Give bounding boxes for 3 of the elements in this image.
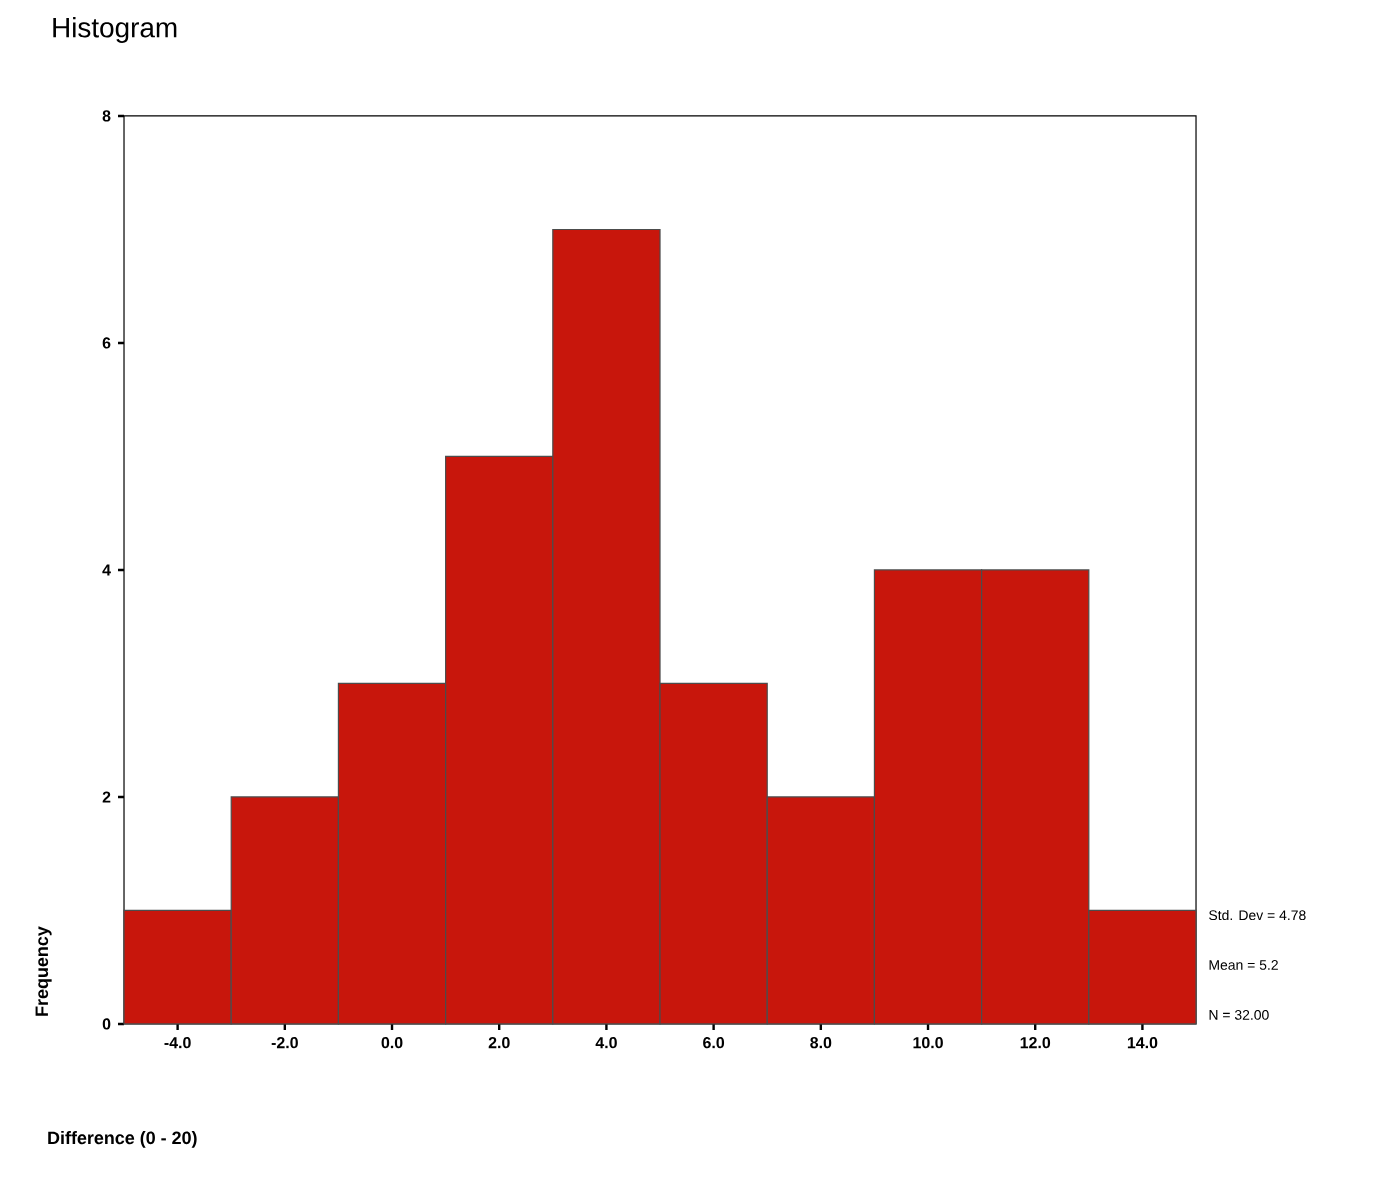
x-axis-title: Difference (0 - 20) xyxy=(48,1131,197,1148)
y-axis-title: Frequency xyxy=(35,926,52,1016)
chart-title: Histogram xyxy=(53,17,177,44)
